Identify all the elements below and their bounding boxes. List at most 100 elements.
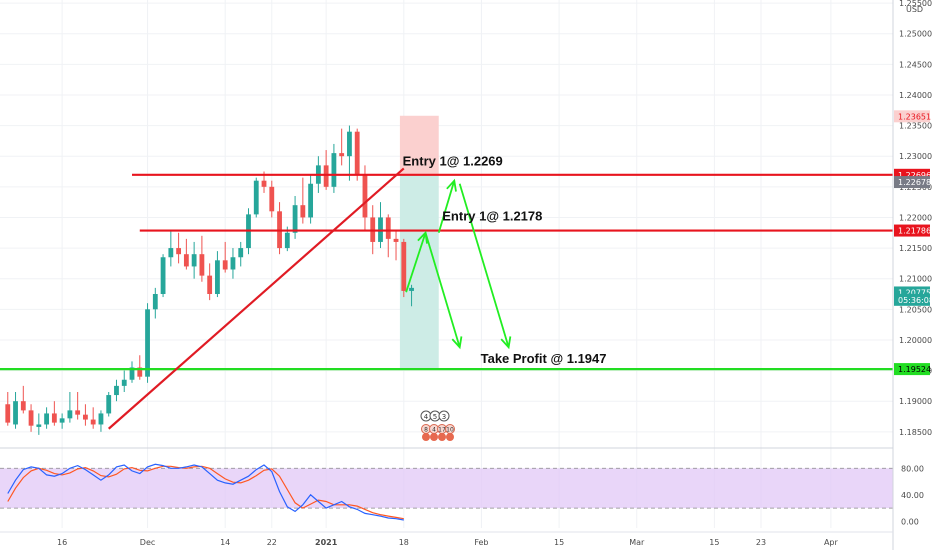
price-tag-label: 05:36:08 [898, 296, 932, 305]
candle-body [191, 254, 197, 267]
candle [354, 128, 360, 181]
price-tag-bg [894, 176, 930, 189]
price-tag-label: 1.21786 [898, 227, 931, 236]
candle-body [28, 410, 34, 426]
annotation-label: Entry 1@ 1.2178 [442, 209, 542, 224]
price-tick-label: 1.19000 [899, 397, 932, 406]
price-tick-label: 1.22000 [899, 213, 932, 222]
candle-body [98, 413, 104, 425]
candle [215, 251, 220, 298]
candle [176, 232, 182, 264]
candle [137, 355, 143, 380]
event-marker-dot [446, 433, 454, 441]
candle-body [284, 232, 290, 249]
price-tag-label: 1.23651 [898, 112, 931, 121]
candle-body [362, 174, 368, 218]
price-axis-bg [894, 0, 932, 550]
stop-loss-zone [399, 115, 439, 175]
price-tag: 05:36:08 [894, 293, 932, 306]
candle [44, 407, 49, 429]
candle-body [331, 153, 337, 187]
oscillator-tick-label: 40.00 [901, 491, 924, 500]
price-tick-label: 1.21000 [899, 275, 932, 284]
candle-body [253, 180, 259, 215]
time-tick-label: 15 [709, 538, 719, 547]
candle-body [308, 183, 314, 218]
candle-body [106, 395, 112, 414]
candle-body [323, 165, 329, 187]
projection-arrow-head [446, 178, 457, 192]
candle-body [44, 413, 49, 425]
candle-body [401, 241, 407, 291]
candle [121, 370, 127, 392]
projection-arrow [424, 232, 463, 350]
candle [269, 180, 275, 218]
candle-body [385, 217, 391, 239]
candle [28, 404, 34, 432]
candle [98, 410, 104, 432]
projection-arrow-shaft [437, 180, 456, 234]
event-marker-count: 3 [442, 413, 446, 421]
candle-body [59, 418, 65, 423]
candle-body [300, 205, 306, 218]
event-marker-dot [422, 433, 430, 441]
candle-body [129, 367, 135, 380]
event-marker [438, 410, 450, 422]
time-tick-label: Mar [629, 538, 645, 547]
event-marker-count: 4 [424, 413, 429, 421]
price-tick-label: 1.25000 [899, 30, 932, 39]
candle-body [347, 131, 352, 157]
candle [300, 177, 306, 224]
price-tick-label: 1.20500 [899, 305, 932, 314]
candle-body [13, 401, 18, 425]
candle [362, 165, 368, 230]
candle [199, 235, 205, 282]
projection-arrow-head [451, 336, 463, 350]
candle-body [20, 401, 26, 411]
annotation-label: Entry 1@ 1.2269 [403, 153, 503, 168]
price-tick-label: 1.18500 [899, 428, 932, 437]
candle-body [160, 257, 166, 294]
price-tick-label: 1.23500 [899, 122, 932, 131]
candle-body [215, 260, 220, 294]
candle-body [269, 186, 275, 212]
candle [308, 174, 314, 224]
event-marker-count: 17 [438, 427, 446, 434]
projection-arrow-shaft [405, 232, 427, 293]
candle [83, 404, 88, 426]
candle [75, 392, 81, 420]
candle [168, 229, 174, 267]
candle-body [83, 414, 88, 420]
event-marker-count: 4 [432, 427, 436, 434]
price-tag-label: 1.20775 [898, 288, 931, 297]
price-tag: 1.19524 [894, 363, 931, 376]
candle-body [409, 287, 414, 291]
candle [5, 392, 11, 426]
price-tick-label: 1.24000 [899, 91, 932, 100]
candle-body [183, 254, 189, 267]
candle [160, 254, 166, 298]
currency-label: USD [906, 5, 923, 14]
price-tag-bg [894, 110, 930, 123]
candle [253, 177, 259, 218]
time-tick-label: Dec [140, 538, 155, 547]
candle-body [137, 367, 143, 377]
candle-body [152, 294, 158, 310]
candle-body [261, 180, 267, 187]
candle-body [5, 404, 11, 423]
candle-body [176, 248, 182, 255]
candle-body [36, 424, 42, 427]
projection-arrow [458, 183, 512, 350]
candle [20, 385, 26, 414]
candle-body [238, 248, 244, 258]
time-tick-label: 16 [57, 538, 67, 547]
candle-body [339, 153, 345, 157]
price-tick-label: 1.21500 [899, 244, 932, 253]
candle-body [393, 238, 399, 242]
oscillator-tick-label: 0.00 [901, 517, 919, 526]
candle-body [230, 257, 236, 270]
candle [230, 248, 236, 279]
